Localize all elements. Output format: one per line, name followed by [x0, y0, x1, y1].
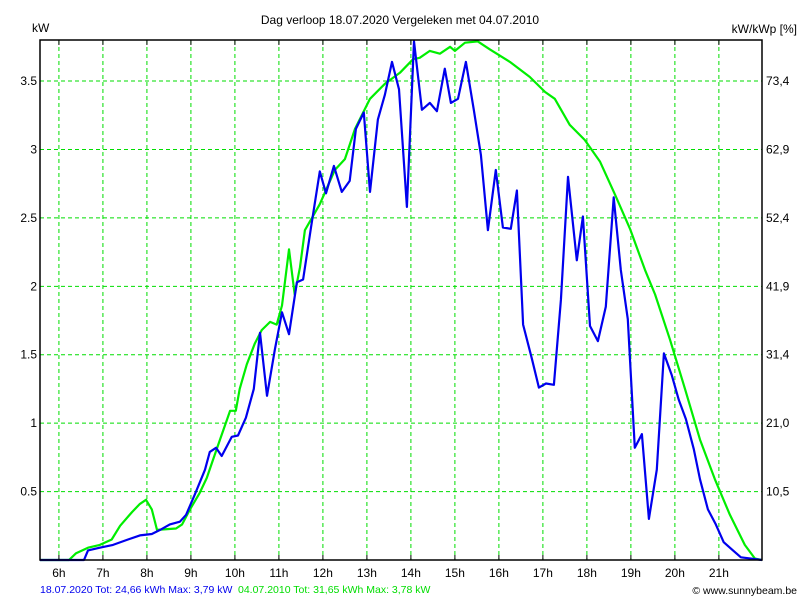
y-tick-label: 3: [30, 142, 37, 156]
y-right-tick-label: 31,4: [766, 348, 790, 362]
x-tick-label: 6h: [52, 566, 65, 580]
y-axis-label-left: kW: [32, 21, 50, 35]
x-tick-label: 17h: [533, 566, 553, 580]
legend-series-1: 18.07.2020 Tot: 24,66 kWh Max: 3,79 kW: [40, 584, 233, 596]
x-tick-label: 10h: [225, 566, 245, 580]
series-group: [40, 40, 763, 562]
plot-frame: [39, 39, 763, 561]
x-tick-label: 20h: [665, 566, 685, 580]
x-tick-label: 19h: [621, 566, 641, 580]
ticks: 6h 7h 8h 9h 10h 11h 12h 13h 14h 15h 16h 17h 18h 19h 20…: [20, 40, 790, 580]
x-tick-label: 16h: [489, 566, 509, 580]
y-tick-label: 0.5: [20, 485, 37, 499]
y-tick-label: 1.5: [20, 348, 37, 362]
x-tick-label: 12h: [313, 566, 333, 580]
x-tick-label: 13h: [357, 566, 377, 580]
x-tick-label: 11h: [269, 566, 288, 580]
chart-title: Dag verloop 18.07.2020 Vergeleken met 04…: [261, 13, 540, 27]
y-right-tick-label: 73,4: [766, 74, 790, 88]
y-right-tick-label: 21,0: [766, 416, 790, 430]
legend-series-2: 04.07.2010 Tot: 31,65 kWh Max: 3,78 kW: [238, 584, 431, 596]
x-tick-label: 8h: [140, 566, 153, 580]
y-right-tick-label: 41,9: [766, 279, 790, 293]
x-tick-label: 9h: [184, 566, 197, 580]
x-tick-label: 18h: [577, 566, 597, 580]
watermark: © www.sunnybeam.be: [692, 585, 797, 597]
y-right-tick-label: 10,5: [766, 485, 790, 499]
y-right-tick-label: 52,4: [766, 211, 790, 225]
y-axis-label-right: kW/kWp [%]: [732, 22, 797, 36]
x-tick-label: 7h: [96, 566, 109, 580]
y-tick-label: 2.5: [20, 211, 37, 225]
series-line-18.07.2020: [40, 40, 763, 562]
y-tick-label: 3.5: [20, 74, 37, 88]
y-tick-label: 2: [30, 279, 37, 293]
y-right-tick-label: 62,9: [766, 142, 790, 156]
x-tick-label: 21h: [709, 566, 729, 580]
x-tick-label: 14h: [401, 566, 421, 580]
x-tick-label: 15h: [445, 566, 465, 580]
y-tick-label: 1: [30, 416, 37, 430]
